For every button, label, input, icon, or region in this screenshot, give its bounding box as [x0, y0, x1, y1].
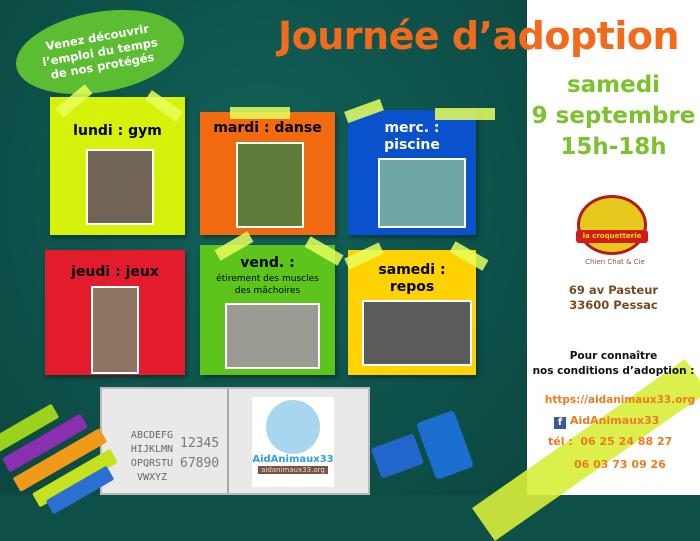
note-label: jeudi : jeux: [71, 264, 159, 280]
notebook-spine: [227, 389, 229, 493]
dog-pool-photo: [378, 158, 466, 228]
phone-2: 06 03 73 09 26: [574, 458, 666, 471]
tape: [435, 108, 495, 120]
dog-photo: [225, 303, 320, 369]
conditions-line1: Pour connaître: [569, 350, 658, 362]
address: 69 av Pasteur 33600 Pessac: [527, 283, 700, 313]
intro-text: Venez découvrir l’emploi du temps de nos…: [41, 21, 159, 82]
note-thursday: jeudi : jeux: [45, 250, 185, 375]
croquetterie-logo: la croquetterie Chien Chat & Cie: [576, 195, 648, 266]
note-label: samedi : repos: [348, 262, 476, 296]
note-label: lundi : gym: [73, 123, 162, 139]
cat-play-photo: [91, 286, 139, 374]
alphabet-text: ABCDEFG HIJKLMN OPQRSTU VWXYZ: [130, 430, 174, 483]
note-label: merc. : piscine: [348, 120, 476, 154]
facebook-handle: AidAnimaux33: [570, 414, 660, 427]
note-label: vend. :: [240, 255, 295, 271]
conditions: Pour connaître nos conditions d’adoption…: [527, 349, 700, 379]
page-title: Journée d’adoption: [278, 14, 680, 58]
partner-tagline: Chien Chat & Cie: [585, 258, 645, 266]
event-day: samedi: [566, 72, 661, 98]
note-label-text: samedi : repos: [378, 262, 446, 295]
logo-url: aidanimaux33.org: [258, 466, 328, 474]
website-link[interactable]: https://aidanimaux33.org: [544, 394, 696, 406]
facebook-link[interactable]: f AidAnimaux33: [554, 413, 694, 429]
note-monday: lundi : gym: [50, 97, 185, 235]
notebook: ABCDEFG HIJKLMN OPQRSTU VWXYZ 12345 6789…: [100, 387, 370, 495]
facebook-icon: f: [554, 417, 566, 429]
note-tuesday: mardi : danse: [200, 112, 335, 235]
note-saturday: samedi : repos: [348, 250, 476, 375]
phone-label: tél :: [548, 435, 573, 448]
dog-photo: [236, 142, 304, 228]
phone-number-1: 06 25 24 88 27: [580, 435, 673, 448]
conditions-line2: nos conditions d’adoption :: [532, 365, 695, 377]
cat-photo: [86, 149, 154, 225]
note-friday: vend. : étirement des muscles des mâchoi…: [200, 245, 335, 375]
address-line2: 33600 Pessac: [569, 298, 658, 312]
event-date-text: 9 septembre: [531, 103, 696, 129]
numbers-text: 12345 67890: [180, 436, 220, 471]
note-sublabel: étirement des muscles des mâchoires: [216, 274, 319, 296]
tape: [230, 107, 290, 119]
note-label-text: merc. : piscine: [384, 120, 440, 153]
cat-dog-icon: [266, 400, 320, 454]
note-label: mardi : danse: [213, 120, 322, 136]
partner-name: la croquetterie: [576, 230, 648, 243]
cat-rest-photo: [362, 300, 472, 366]
event-hours: 15h-18h: [560, 134, 667, 160]
address-line1: 69 av Pasteur: [568, 283, 659, 297]
phone-1: tél : 06 25 24 88 27: [548, 434, 698, 449]
note-wednesday: merc. : piscine: [348, 110, 476, 235]
aidanimaux-logo: AidAnimaux33 aidanimaux33.org: [252, 397, 334, 487]
logo-name: AidAnimaux33: [252, 454, 334, 465]
event-date: samedi 9 septembre 15h-18h: [527, 70, 700, 163]
